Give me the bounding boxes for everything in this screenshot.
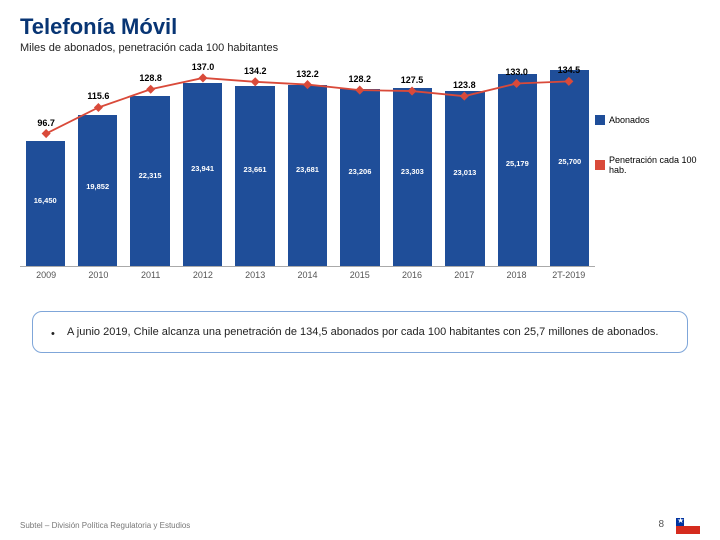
line-marker	[42, 129, 51, 138]
x-label: 2013	[229, 267, 281, 285]
note-text: A junio 2019, Chile alcanza una penetrac…	[67, 326, 658, 338]
x-label: 2012	[177, 267, 229, 285]
x-label: 2014	[281, 267, 333, 285]
line-value-label: 127.5	[401, 75, 424, 85]
legend-label-line: Penetración cada 100 hab.	[609, 155, 700, 175]
footer-text: Subtel – División Política Regulatoria y…	[20, 521, 190, 530]
line-marker	[512, 79, 521, 88]
legend-item-penetracion: Penetración cada 100 hab.	[595, 155, 700, 175]
line-marker	[564, 77, 573, 86]
legend-item-abonados: Abonados	[595, 115, 700, 125]
line-marker	[460, 92, 469, 101]
legend-label-bar: Abonados	[609, 115, 650, 125]
line-value-label: 132.2	[296, 69, 319, 79]
x-label: 2011	[125, 267, 177, 285]
line-value-label: 133.0	[505, 67, 528, 77]
subtitle: Miles de abonados, penetración cada 100 …	[20, 42, 700, 54]
line-marker	[355, 86, 364, 95]
page-number: 8	[658, 519, 664, 530]
bullet-icon: •	[51, 328, 55, 340]
line-value-label: 128.8	[139, 73, 162, 83]
line-value-label: 96.7	[37, 118, 55, 128]
x-label: 2017	[438, 267, 490, 285]
line-value-label: 115.6	[87, 91, 109, 101]
x-axis: 2009201020112012201320142015201620172018…	[20, 266, 595, 285]
line-value-label: 137.0	[192, 62, 215, 72]
legend-swatch-line	[595, 160, 605, 170]
page-title: Telefonía Móvil	[20, 14, 700, 40]
line-marker	[251, 77, 260, 86]
legend-swatch-bar	[595, 115, 605, 125]
x-label: 2016	[386, 267, 438, 285]
line-value-label: 128.2	[349, 74, 372, 84]
line-marker	[408, 87, 417, 96]
x-label: 2015	[334, 267, 386, 285]
chart-area: 16,45019,85222,31523,94123,66123,68123,2…	[20, 60, 595, 285]
x-label: 2018	[490, 267, 542, 285]
line-marker	[94, 103, 103, 112]
line-marker	[198, 73, 207, 82]
x-label: 2T-2019	[543, 267, 595, 285]
note-box: • A junio 2019, Chile alcanza una penetr…	[32, 311, 688, 353]
line-marker	[303, 80, 312, 89]
x-label: 2009	[20, 267, 72, 285]
line-value-label: 134.5	[558, 65, 581, 75]
x-label: 2010	[72, 267, 124, 285]
line-value-label: 134.2	[244, 66, 267, 76]
chile-flag-icon	[676, 518, 700, 534]
legend: Abonados Penetración cada 100 hab.	[595, 60, 700, 205]
line-marker	[146, 85, 155, 94]
line-value-label: 123.8	[453, 80, 476, 90]
